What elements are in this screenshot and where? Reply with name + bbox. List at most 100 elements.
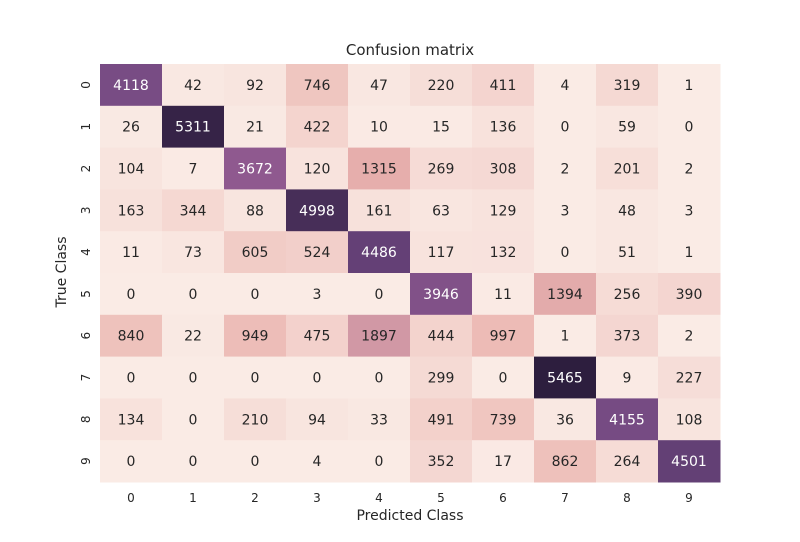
heatmap-cell-4-6 [472, 231, 535, 274]
cell-label-2-9: 2 [685, 162, 694, 178]
cell-label-6-1: 22 [184, 329, 202, 345]
x-tick-label-6: 6 [499, 491, 507, 505]
x-tick-label-2: 2 [251, 491, 259, 505]
heatmap-cell-1-4 [348, 105, 411, 149]
y-axis-label: True Class [54, 236, 70, 308]
heatmap-cell-7-5 [410, 356, 473, 399]
heatmap-cell-6-1 [162, 314, 225, 358]
cell-label-1-9: 0 [685, 120, 694, 136]
heatmap-cell-2-7 [534, 147, 597, 190]
cell-label-1-2: 21 [246, 120, 264, 136]
heatmap-cell-0-6 [472, 64, 535, 107]
heatmap-cell-1-0 [100, 105, 163, 149]
chart-title: Confusion matrix [345, 41, 475, 59]
heatmap-cell-5-0 [100, 273, 163, 316]
cell-label-9-6: 17 [494, 454, 512, 470]
heatmap-cell-6-3 [286, 314, 349, 358]
cell-label-8-1: 0 [189, 412, 198, 428]
heatmap-cell-2-5 [410, 147, 473, 190]
cell-label-9-3: 4 [313, 454, 322, 470]
cell-label-9-7: 862 [552, 454, 579, 470]
heatmap-cell-5-3 [286, 273, 349, 316]
cell-label-4-9: 1 [685, 245, 694, 261]
heatmap-cell-6-2 [224, 314, 287, 358]
x-tick-label-4: 4 [375, 491, 383, 505]
cell-label-3-0: 163 [118, 203, 145, 219]
heatmap-cell-7-8 [596, 356, 659, 399]
cell-label-7-2: 0 [251, 371, 260, 387]
heatmap-cell-2-9 [658, 147, 721, 190]
cell-label-6-5: 444 [428, 329, 455, 345]
heatmap-cell-4-0 [100, 231, 163, 274]
cell-label-9-1: 0 [189, 454, 198, 470]
heatmap-cell-1-7 [534, 105, 597, 149]
heatmap-cell-8-2 [224, 398, 287, 441]
cell-label-2-3: 120 [304, 162, 331, 178]
cell-label-6-6: 997 [490, 329, 517, 345]
heatmap-cell-9-3 [286, 440, 349, 483]
heatmap-cell-3-5 [410, 189, 473, 232]
cell-label-0-1: 42 [184, 78, 202, 94]
cell-label-6-8: 373 [614, 329, 641, 345]
cell-label-1-1: 5311 [175, 120, 211, 136]
cell-label-0-0: 4118 [113, 78, 149, 94]
x-tick-label-5: 5 [437, 491, 445, 505]
heatmap-cell-3-2 [224, 189, 287, 232]
heatmap-cell-2-6 [472, 147, 535, 190]
heatmap-cell-6-8 [596, 314, 659, 358]
heatmap-cell-0-5 [410, 64, 473, 107]
cell-label-3-2: 88 [246, 203, 264, 219]
cell-label-7-5: 299 [428, 371, 455, 387]
heatmap-cell-1-8 [596, 105, 659, 149]
cell-label-9-5: 352 [428, 454, 455, 470]
heatmap-cell-0-4 [348, 64, 411, 107]
cell-label-1-5: 15 [432, 120, 450, 136]
x-tick-label-0: 0 [127, 491, 135, 505]
cell-label-8-9: 108 [676, 412, 703, 428]
cell-label-6-0: 840 [118, 329, 145, 345]
heatmap-cell-2-0 [100, 147, 163, 190]
heatmap-cell-3-4 [348, 189, 411, 232]
cell-label-2-2: 3672 [237, 162, 273, 178]
heatmap-cell-8-5 [410, 398, 473, 441]
heatmap-cell-4-2 [224, 231, 287, 274]
heatmap-cell-9-5 [410, 440, 473, 483]
heatmap-cell-1-2 [224, 105, 287, 149]
cell-label-0-3: 746 [304, 78, 331, 94]
heatmap-cell-0-2 [224, 64, 287, 107]
heatmap-cell-5-8 [596, 273, 659, 316]
heatmap-cell-8-3 [286, 398, 349, 441]
heatmap-cell-7-4 [348, 356, 411, 399]
heatmap-cell-6-9 [658, 314, 721, 358]
heatmap-cell-8-9 [658, 398, 721, 441]
cell-label-6-4: 1897 [361, 329, 397, 345]
cell-label-6-9: 2 [685, 329, 694, 345]
heatmap-cell-5-4 [348, 273, 411, 316]
heatmap-cell-2-1 [162, 147, 225, 190]
x-tick-label-9: 9 [685, 491, 693, 505]
cell-label-7-6: 0 [499, 371, 508, 387]
cell-label-7-4: 0 [375, 371, 384, 387]
cell-label-6-3: 475 [304, 329, 331, 345]
cell-label-4-3: 524 [304, 245, 331, 261]
heatmap-cell-1-1 [162, 105, 225, 149]
cell-label-4-0: 11 [122, 245, 140, 261]
cell-label-1-0: 26 [122, 120, 140, 136]
heatmap-cell-8-0 [100, 398, 163, 441]
heatmap-cell-6-6 [472, 314, 535, 358]
cell-label-3-1: 344 [180, 203, 207, 219]
cell-label-3-6: 129 [490, 203, 517, 219]
heatmap-cell-9-7 [534, 440, 597, 483]
cell-label-0-4: 47 [370, 78, 388, 94]
cell-label-1-4: 10 [370, 120, 388, 136]
cell-label-4-7: 0 [561, 245, 570, 261]
heatmap-cell-4-9 [658, 231, 721, 274]
x-tick-label-3: 3 [313, 491, 321, 505]
heatmap-cell-8-4 [348, 398, 411, 441]
heatmap-cell-2-2 [224, 147, 287, 190]
heatmap-cell-4-5 [410, 231, 473, 274]
heatmap-cell-6-7 [534, 314, 597, 358]
cell-label-8-0: 134 [118, 412, 145, 428]
heatmap-cell-2-3 [286, 147, 349, 190]
